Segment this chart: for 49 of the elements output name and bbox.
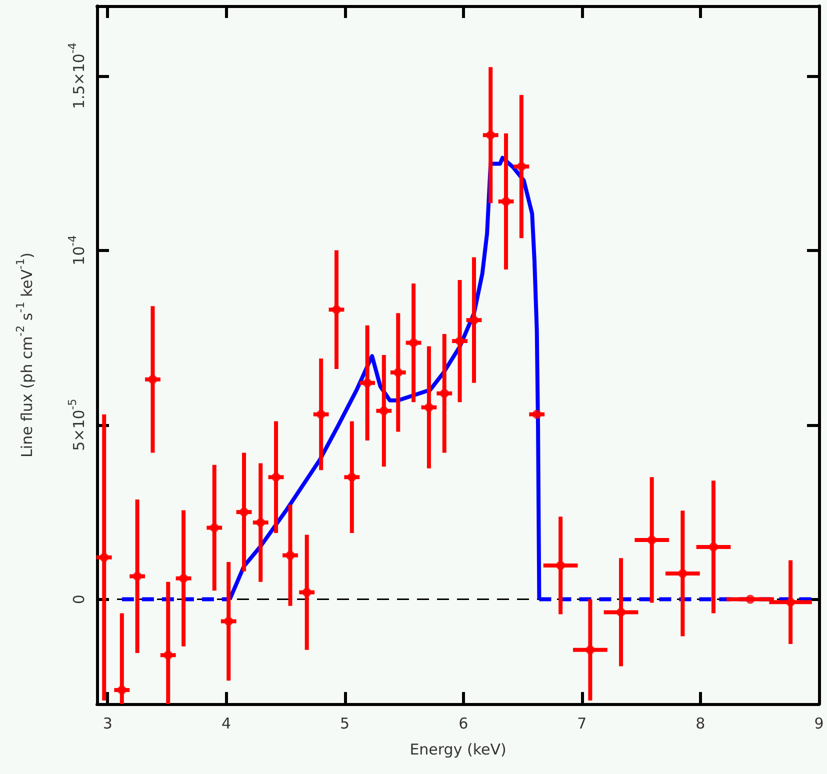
x-tick-label: 7 [577, 714, 587, 732]
point [362, 378, 372, 388]
point [286, 550, 295, 560]
point [647, 535, 656, 544]
y-tick-label: 10-4 [66, 235, 88, 266]
point [586, 645, 595, 654]
x-tick-label: 9 [814, 714, 824, 732]
y-axis-title: Line flux (ph cm-2 s-1 keV-1) [14, 252, 36, 458]
point [678, 568, 688, 578]
x-tick-label: 8 [696, 714, 706, 732]
point [272, 472, 281, 482]
x-tick-label: 6 [458, 714, 468, 732]
point [394, 368, 403, 377]
y-tick-label: 0 [70, 594, 88, 604]
point [470, 316, 479, 325]
point [100, 552, 109, 562]
point [256, 518, 266, 528]
x-tick-label: 3 [102, 714, 112, 732]
point [455, 336, 464, 346]
point [516, 162, 526, 172]
point [424, 402, 434, 412]
point [409, 338, 418, 348]
point [502, 196, 511, 206]
point [332, 305, 341, 314]
point [746, 594, 755, 604]
x-tick-label: 5 [340, 714, 350, 732]
point [486, 130, 496, 140]
point [164, 650, 173, 660]
point [210, 523, 219, 532]
point [179, 574, 188, 583]
point [148, 374, 158, 384]
point [240, 508, 249, 517]
point [132, 572, 142, 581]
y-tick-label: 5×10-5 [66, 398, 88, 451]
point [117, 686, 126, 695]
point [786, 598, 796, 607]
point [379, 406, 388, 416]
y-tick-label: 1.5×10-4 [66, 42, 88, 110]
point [616, 608, 626, 617]
point [347, 472, 356, 482]
point [316, 410, 326, 419]
point [440, 388, 449, 398]
point [224, 616, 234, 626]
point [302, 588, 312, 597]
point [708, 542, 718, 552]
point [532, 410, 542, 419]
x-tick-label: 4 [221, 714, 231, 732]
point [556, 560, 566, 570]
x-axis-title: Energy (keV) [410, 740, 506, 758]
